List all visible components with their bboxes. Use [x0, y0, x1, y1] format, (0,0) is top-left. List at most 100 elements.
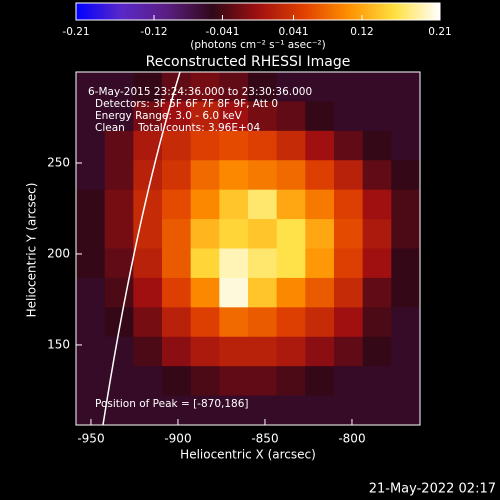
heat-cell	[362, 101, 392, 132]
heat-cell	[190, 307, 220, 338]
heat-cell	[219, 189, 249, 220]
heat-cell	[276, 130, 306, 161]
colorbar-tick-label: -0.041	[206, 26, 240, 38]
heat-cell	[276, 219, 306, 249]
heat-cell	[133, 395, 163, 425]
heat-cell	[276, 189, 306, 220]
heat-cell	[76, 248, 106, 279]
heat-cell	[133, 307, 163, 338]
x-tick-label: -900	[164, 432, 191, 446]
heat-cell	[305, 307, 335, 338]
heat-cell	[305, 395, 335, 425]
x-tick-label: -850	[251, 432, 278, 446]
heat-cell	[391, 248, 420, 279]
heat-cell	[305, 336, 335, 367]
heat-cell	[219, 101, 249, 132]
heat-cell	[76, 101, 106, 132]
heat-cell	[362, 130, 392, 161]
heat-cell	[162, 130, 192, 161]
heat-cell	[305, 248, 335, 279]
heat-cell	[334, 248, 364, 279]
x-axis-label: Heliocentric X (arcsec)	[180, 448, 316, 462]
x-tick-label: -800	[338, 432, 365, 446]
heat-cell	[133, 277, 163, 308]
heat-cell	[362, 336, 392, 367]
colorbar-tick-label: -0.21	[62, 26, 89, 38]
annotation: 6-May-2015 23:24:36.000 to 23:30:36.000	[88, 86, 312, 98]
heat-cell	[391, 160, 420, 191]
heat-cell	[162, 307, 192, 338]
heat-cell	[104, 219, 134, 249]
heat-cell	[362, 248, 392, 279]
heat-cell	[104, 277, 134, 308]
heat-cell	[76, 130, 106, 161]
annotation: Detectors: 3F 5F 6F 7F 8F 9F, Att 0	[95, 98, 278, 110]
heat-cell	[248, 101, 278, 132]
heat-cell	[391, 189, 420, 220]
heat-cell	[76, 72, 106, 102]
heat-cell	[305, 101, 335, 132]
heat-cell	[219, 336, 249, 367]
heat-cell	[190, 395, 220, 425]
heat-cell	[334, 395, 364, 425]
heat-cell	[276, 101, 306, 132]
heat-cell	[362, 160, 392, 191]
heat-cell	[334, 277, 364, 308]
colorbar-tick-label: 0.12	[350, 26, 373, 38]
heat-cell	[162, 366, 192, 397]
heat-cell	[162, 277, 192, 308]
heat-cell	[334, 160, 364, 191]
heat-cell	[334, 336, 364, 367]
heat-cell	[362, 219, 392, 249]
heat-cell	[248, 219, 278, 249]
heat-cell	[133, 248, 163, 279]
heat-cell	[133, 130, 163, 161]
heat-cell	[334, 219, 364, 249]
heat-cell	[391, 277, 420, 308]
y-axis-label: Heliocentric Y (arcsec)	[25, 183, 39, 318]
heat-cell	[104, 189, 134, 220]
heat-cell	[190, 248, 220, 279]
heat-cell	[334, 101, 364, 132]
heat-cell	[362, 72, 392, 102]
y-tick-label: 150	[47, 337, 70, 351]
heat-cell	[305, 366, 335, 397]
colorbar-tick-label: 0.041	[279, 26, 309, 38]
heat-cell	[362, 395, 392, 425]
heat-cell	[190, 277, 220, 308]
heat-cell	[305, 219, 335, 249]
heat-cell	[162, 189, 192, 220]
heat-cell	[334, 307, 364, 338]
chart-title: Reconstructed RHESSI Image	[146, 54, 351, 70]
heat-cell	[133, 336, 163, 367]
heat-cell	[362, 189, 392, 220]
heat-cell	[162, 219, 192, 249]
heat-cell	[162, 336, 192, 367]
heat-cell	[391, 219, 420, 249]
heat-cell	[104, 395, 134, 425]
heat-cell	[76, 366, 106, 397]
plot-frame	[75, 71, 421, 426]
heat-cell	[276, 72, 306, 102]
heat-cell	[104, 101, 134, 132]
heat-cell	[276, 336, 306, 367]
heat-cell	[248, 336, 278, 367]
heat-cell	[133, 101, 163, 132]
heatmap	[76, 72, 420, 425]
heat-cell	[391, 307, 420, 338]
heat-cell	[334, 130, 364, 161]
heat-cell	[391, 395, 420, 425]
heat-cell	[190, 72, 220, 102]
heat-cell	[133, 72, 163, 102]
heat-cell	[219, 248, 249, 279]
heat-cell	[104, 336, 134, 367]
heat-cell	[190, 189, 220, 220]
heat-cell	[219, 277, 249, 308]
heat-cell	[219, 219, 249, 249]
heat-cell	[190, 101, 220, 132]
peak-label: Position of Peak = [-870,186]	[95, 398, 249, 410]
heat-cell	[190, 130, 220, 161]
heat-cell	[219, 395, 249, 425]
heat-cell	[76, 219, 106, 249]
